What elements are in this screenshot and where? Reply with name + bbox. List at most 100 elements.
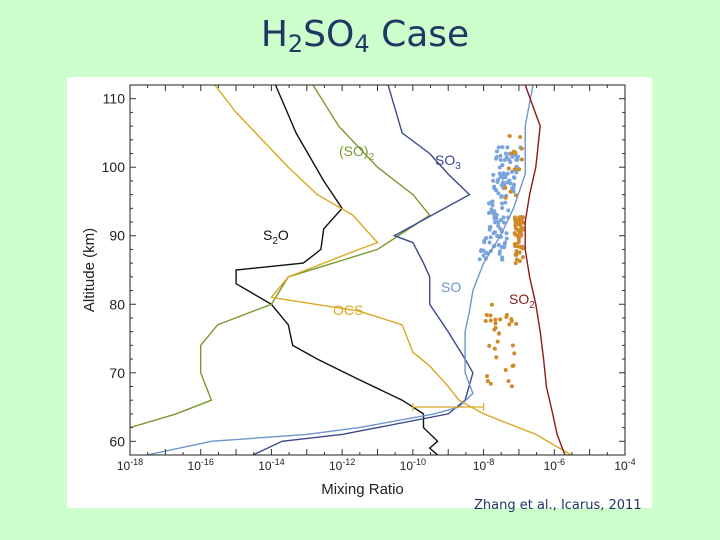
so-observation-point xyxy=(491,178,496,183)
x-tick-label: 10-14 xyxy=(258,457,284,473)
series-label-subscript: 2 xyxy=(369,152,375,163)
so2-observation-point xyxy=(488,318,493,323)
x-tick-label: 10-4 xyxy=(614,457,635,473)
x-tick-exponent: -12 xyxy=(342,457,355,467)
so2-observation-point xyxy=(489,302,494,307)
series-line-so2dimer xyxy=(130,85,431,429)
so2-observation-point xyxy=(509,384,514,389)
so-observation-point xyxy=(506,157,511,162)
so2-observation-point xyxy=(487,343,492,348)
so-observation-point xyxy=(499,172,504,177)
so2-observation-point xyxy=(509,151,514,156)
series-label-text: S xyxy=(263,227,272,243)
so-observation-point xyxy=(504,236,509,241)
so-observation-point xyxy=(494,216,499,221)
so-observation-point xyxy=(492,220,497,225)
title-subscript: 2 xyxy=(287,30,304,58)
so2-observation-point xyxy=(493,317,498,322)
y-axis: 60 70 80 90 100 110 xyxy=(102,91,625,449)
so2-observation-point xyxy=(516,217,521,222)
x-tick-exponent: -4 xyxy=(628,457,636,467)
so-observation-point xyxy=(496,242,501,247)
so2-observation-point xyxy=(484,312,489,317)
title-text: Case xyxy=(369,14,470,55)
so2-observation-point xyxy=(518,231,523,236)
so-observation-point xyxy=(511,189,516,194)
so-observation-point xyxy=(501,215,506,220)
so2-observation-point xyxy=(520,255,525,260)
y-tick-label: 60 xyxy=(109,433,125,449)
so-observation-point xyxy=(493,230,498,235)
so2-observation-point xyxy=(510,343,515,348)
so2-observation-point xyxy=(503,185,508,190)
so-observation-point xyxy=(514,157,519,162)
so-observation-point xyxy=(494,156,499,161)
x-tick-label: 10-18 xyxy=(117,457,143,473)
series-label-so2dimer: (SO)2 xyxy=(339,143,375,163)
so-observation-point xyxy=(502,245,507,250)
so-observation-point xyxy=(494,149,499,154)
figure-panel: 10-18 10-16 10-14 10-12 10-10 10-8 10-6 10-4 60 7… xyxy=(67,77,652,508)
x-tick-label: 10-8 xyxy=(473,457,494,473)
series-line-s2o xyxy=(235,85,439,455)
so2-observation-point xyxy=(517,258,522,263)
y-tick-label: 100 xyxy=(102,159,126,175)
so-observation-point xyxy=(499,194,504,199)
so2-observation-point xyxy=(493,321,498,326)
so2-observation-point xyxy=(493,325,498,330)
so2-observation-point xyxy=(513,215,518,220)
so2-observation-point xyxy=(508,189,513,194)
so-observation-point xyxy=(488,224,493,229)
observation-points xyxy=(477,133,526,389)
so-observation-point xyxy=(488,235,493,240)
so-observation-point xyxy=(484,250,489,255)
x-tick-exponent: -10 xyxy=(413,457,426,467)
so2-observation-point xyxy=(483,318,488,323)
so-observation-point xyxy=(499,183,504,188)
x-tick-base: 10 xyxy=(329,459,343,473)
series-label-text: SO xyxy=(441,279,461,295)
species-curves xyxy=(130,85,572,455)
so2-observation-point xyxy=(513,232,518,237)
so2-observation-point xyxy=(517,250,522,255)
so2-observation-point xyxy=(488,313,493,318)
so2-observation-point xyxy=(507,322,512,327)
so-observation-point xyxy=(487,210,492,215)
series-label-so3: SO3 xyxy=(435,152,461,172)
so-observation-point xyxy=(500,163,505,168)
so-observation-point xyxy=(489,200,494,205)
so2-observation-point xyxy=(518,135,523,140)
x-tick-exponent: -18 xyxy=(130,457,143,467)
so-observation-point xyxy=(500,201,505,206)
so-observation-point xyxy=(498,157,503,162)
so-observation-point xyxy=(510,154,515,159)
so-observation-point xyxy=(496,145,501,150)
so-observation-point xyxy=(502,157,507,162)
series-label-subscript: 2 xyxy=(529,300,535,311)
so-observation-point xyxy=(500,206,505,211)
slide-title: H2SO4 Case xyxy=(0,14,720,58)
so-observation-point xyxy=(505,145,510,150)
so2-observation-point xyxy=(506,166,511,171)
series-label-text: SO xyxy=(509,291,529,307)
so2-observation-point xyxy=(513,226,518,231)
so2-observation-point xyxy=(512,167,517,172)
so-observation-point xyxy=(498,153,503,158)
x-tick-label: 10-16 xyxy=(188,457,214,473)
x-axis-label: Mixing Ratio xyxy=(321,481,404,498)
so2-observation-point xyxy=(512,351,517,356)
y-axis-label: Altitude (km) xyxy=(81,228,98,312)
series-label-subscript: 3 xyxy=(455,161,461,172)
so2-observation-point xyxy=(520,226,525,231)
so2-observation-point xyxy=(513,252,518,257)
so2-observation-point xyxy=(513,261,518,266)
so-observation-point xyxy=(507,178,512,183)
so2-observation-point xyxy=(496,331,501,336)
so-observation-point xyxy=(496,223,501,228)
so2-observation-point xyxy=(507,133,512,138)
so2-observation-point xyxy=(514,257,519,262)
x-tick-base: 10 xyxy=(614,459,628,473)
so-observation-point xyxy=(503,200,508,205)
series-label-text: (SO) xyxy=(339,143,369,159)
x-axis: 10-18 10-16 10-14 10-12 10-10 10-8 10-6 10-4 xyxy=(117,85,636,473)
